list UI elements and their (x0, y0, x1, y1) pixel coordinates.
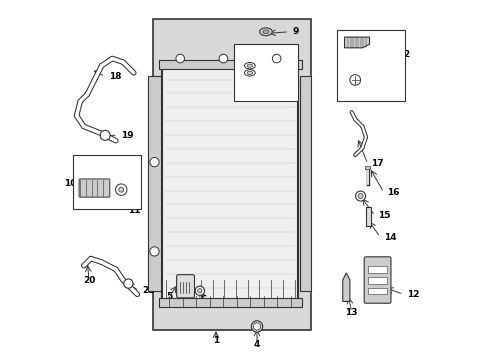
Bar (367, 277, 386, 284)
Circle shape (149, 157, 159, 167)
FancyBboxPatch shape (176, 275, 194, 298)
Ellipse shape (246, 71, 252, 75)
Text: 12: 12 (406, 290, 419, 299)
Text: 3: 3 (374, 83, 380, 92)
Text: 6: 6 (200, 295, 206, 304)
Circle shape (357, 194, 363, 199)
Text: 16: 16 (386, 188, 399, 197)
Circle shape (197, 289, 202, 293)
Text: 1: 1 (212, 336, 219, 345)
Circle shape (100, 130, 110, 140)
Text: 19: 19 (121, 131, 134, 140)
Bar (337, 30, 405, 102)
Text: 14: 14 (383, 233, 396, 242)
Circle shape (251, 321, 262, 332)
Text: 18: 18 (108, 72, 121, 81)
Text: 20: 20 (83, 275, 95, 284)
FancyBboxPatch shape (79, 179, 110, 197)
Bar (162, 62, 298, 305)
Text: 2: 2 (403, 50, 409, 59)
Bar (153, 19, 310, 330)
Text: 7: 7 (305, 77, 311, 86)
Text: 17: 17 (370, 159, 383, 168)
Polygon shape (342, 273, 349, 301)
Circle shape (119, 187, 123, 192)
Circle shape (149, 247, 159, 256)
Circle shape (219, 54, 227, 63)
Text: 15: 15 (378, 211, 390, 220)
Bar (299, 76, 310, 291)
Circle shape (272, 54, 281, 63)
Bar (159, 60, 301, 69)
Polygon shape (344, 37, 369, 48)
Bar (365, 207, 370, 226)
Ellipse shape (262, 30, 268, 34)
Circle shape (123, 279, 133, 288)
Text: 8: 8 (271, 56, 277, 65)
Ellipse shape (246, 64, 252, 67)
Text: 10: 10 (64, 179, 77, 188)
Circle shape (355, 191, 365, 201)
Bar (367, 288, 386, 294)
Text: 5: 5 (166, 292, 172, 301)
Text: 4: 4 (253, 340, 260, 349)
Circle shape (253, 323, 260, 330)
FancyBboxPatch shape (364, 257, 390, 303)
Circle shape (349, 75, 360, 85)
Bar (73, 155, 141, 208)
Bar (365, 166, 369, 169)
Bar (148, 76, 160, 291)
Text: 9: 9 (292, 27, 299, 36)
Ellipse shape (244, 69, 255, 76)
Text: 11: 11 (128, 206, 141, 215)
Bar (367, 266, 386, 273)
Circle shape (115, 184, 127, 195)
Text: 21: 21 (142, 286, 155, 295)
Circle shape (195, 286, 204, 296)
Bar (233, 44, 298, 102)
Text: 13: 13 (345, 308, 357, 317)
Ellipse shape (244, 63, 255, 69)
Bar (159, 298, 301, 307)
Circle shape (176, 54, 184, 63)
Ellipse shape (259, 28, 272, 36)
